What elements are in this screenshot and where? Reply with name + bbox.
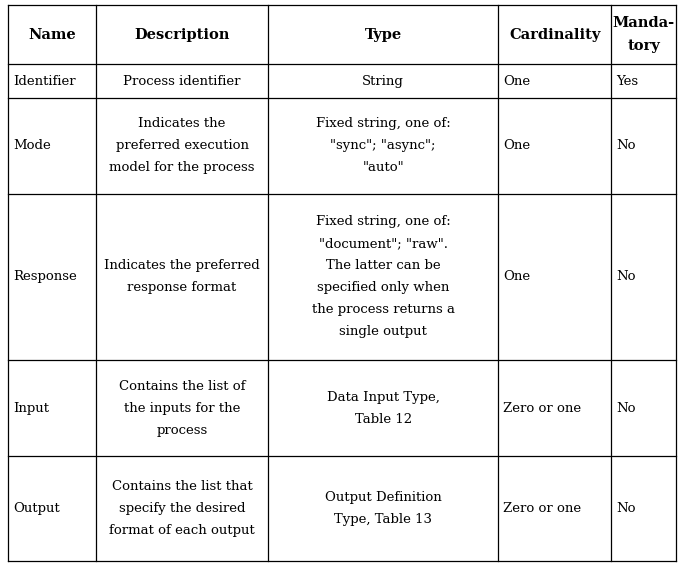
Text: One: One — [503, 139, 530, 152]
Text: Manda-
tory: Manda- tory — [613, 16, 675, 53]
Text: Output Definition
Type, Table 13: Output Definition Type, Table 13 — [325, 491, 441, 526]
Text: Cardinality: Cardinality — [509, 28, 601, 42]
Text: Zero or one: Zero or one — [503, 401, 582, 414]
Text: String: String — [362, 75, 404, 88]
Text: Fixed string, one of:
"sync"; "async";
"auto": Fixed string, one of: "sync"; "async"; "… — [316, 117, 451, 174]
Text: No: No — [616, 502, 636, 515]
Text: Name: Name — [29, 28, 76, 42]
Text: Description: Description — [134, 28, 229, 42]
Text: Output: Output — [13, 502, 60, 515]
Text: Response: Response — [13, 271, 77, 284]
Text: Input: Input — [13, 401, 49, 414]
Text: No: No — [616, 271, 636, 284]
Text: Type: Type — [364, 28, 402, 42]
Text: Zero or one: Zero or one — [503, 502, 582, 515]
Text: Data Input Type,
Table 12: Data Input Type, Table 12 — [327, 391, 440, 426]
Text: One: One — [503, 75, 530, 88]
Text: Indicates the
preferred execution
model for the process: Indicates the preferred execution model … — [110, 117, 255, 174]
Text: One: One — [503, 271, 530, 284]
Text: No: No — [616, 401, 636, 414]
Text: Contains the list of
the inputs for the
process: Contains the list of the inputs for the … — [119, 380, 245, 436]
Text: No: No — [616, 139, 636, 152]
Text: Indicates the preferred
response format: Indicates the preferred response format — [104, 259, 260, 294]
Text: Contains the list that
specify the desired
format of each output: Contains the list that specify the desir… — [109, 480, 255, 537]
Text: Yes: Yes — [616, 75, 638, 88]
Text: Process identifier: Process identifier — [123, 75, 241, 88]
Text: Fixed string, one of:
"document"; "raw".
The latter can be
specified only when
t: Fixed string, one of: "document"; "raw".… — [312, 216, 455, 338]
Text: Identifier: Identifier — [13, 75, 76, 88]
Text: Mode: Mode — [13, 139, 51, 152]
